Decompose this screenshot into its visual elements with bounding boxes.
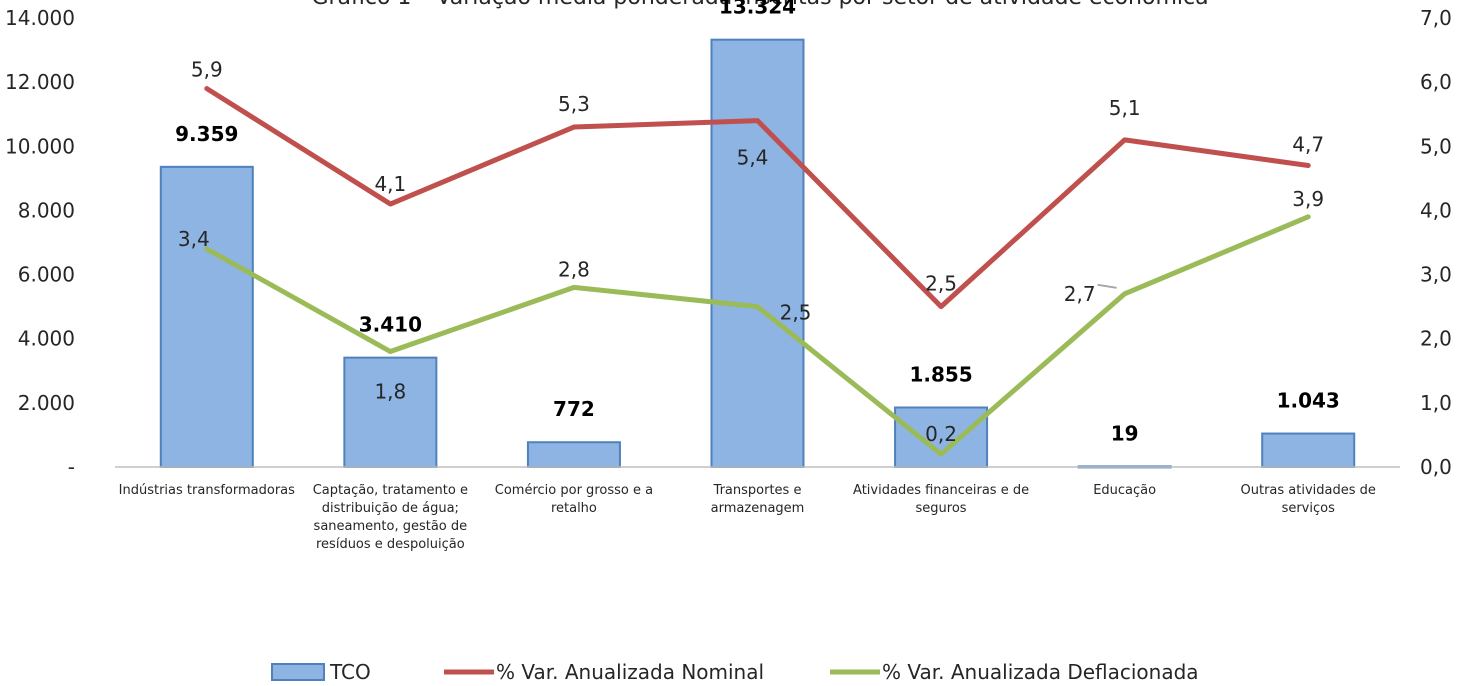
line-series <box>204 86 1311 457</box>
category-label-line: Educação <box>1093 483 1156 498</box>
legend-label-tco: TCO <box>329 660 371 684</box>
category-label-line: Atividades financeiras e de <box>853 483 1029 498</box>
right-tick-label: 5,0 <box>1420 134 1452 158</box>
deflated-point-label: 2,8 <box>558 257 590 281</box>
category-label-line: Captação, tratamento e <box>313 483 468 498</box>
tco-bar-label: 1.043 <box>1277 389 1340 413</box>
tco-bar-label: 9.359 <box>175 122 238 146</box>
deflated-point-label: 2,7 <box>1064 282 1096 306</box>
right-tick-label: 2,0 <box>1420 327 1452 351</box>
category-label-line: serviços <box>1282 501 1336 516</box>
nominal-point-label: 5,4 <box>737 146 769 170</box>
right-tick-label: 4,0 <box>1420 198 1452 222</box>
category-label-line: seguros <box>916 501 967 516</box>
data-labels: 9.359 3.410 772 13.324 1.855 19 1.043 5,9 4,1 5,3… <box>175 0 1340 446</box>
category-label-line: Outras atividades de <box>1241 483 1376 498</box>
category-label: Outras atividades de serviços <box>1241 483 1376 516</box>
right-axis: 0,0 1,0 2,0 3,0 4,0 5,0 6,0 7,0 <box>1420 6 1452 479</box>
legend: TCO % Var. Anualizada Nominal % Var. Anual… <box>271 660 1199 684</box>
deflated-point-label: 3,9 <box>1292 187 1324 211</box>
nominal-point-label: 5,3 <box>558 92 590 116</box>
category-label: Educação <box>1093 483 1156 498</box>
category-label: Transportes e armazenagem <box>711 483 805 516</box>
category-labels: Indústrias transformadoras Captação, trat… <box>119 483 1376 552</box>
nominal-point-label: 2,5 <box>925 272 957 296</box>
deflated-line <box>204 214 1311 457</box>
legend-label-deflated: % Var. Anualizada Deflacionada <box>882 660 1199 684</box>
left-axis: - 2.000 4.000 6.000 8.000 10.000 12.000 14.000 <box>5 6 75 479</box>
right-tick-label: 7,0 <box>1420 6 1452 30</box>
deflated-point-label: 2,5 <box>780 301 812 325</box>
left-tick-label: - <box>68 455 75 479</box>
left-tick-label: 12.000 <box>5 70 75 94</box>
left-tick-label: 4.000 <box>18 327 75 351</box>
nominal-point-label: 4,7 <box>1292 133 1324 157</box>
nominal-point-label: 5,9 <box>191 58 223 82</box>
label-leader-line <box>1097 283 1117 289</box>
category-label-line: saneamento, gestão de <box>314 519 468 534</box>
deflated-point-label: 1,8 <box>374 380 406 404</box>
category-label-line: Comércio por grosso e a <box>495 483 653 498</box>
tco-bar <box>710 38 805 468</box>
tco-bar-label: 3.410 <box>359 313 422 337</box>
category-label: Atividades financeiras e de seguros <box>853 483 1029 516</box>
nominal-point-label: 5,1 <box>1109 96 1141 120</box>
right-tick-label: 1,0 <box>1420 391 1452 415</box>
right-tick-label: 6,0 <box>1420 70 1452 94</box>
nominal-line <box>204 86 1311 310</box>
right-tick-label: 3,0 <box>1420 263 1452 287</box>
left-tick-label: 10.000 <box>5 134 75 158</box>
left-tick-label: 14.000 <box>5 6 75 30</box>
deflated-point-label: 0,2 <box>925 422 957 446</box>
left-tick-label: 2.000 <box>18 391 75 415</box>
left-tick-label: 8.000 <box>18 198 75 222</box>
tco-bar-label: 772 <box>553 397 595 421</box>
category-label: Captação, tratamento e distribuição de ág… <box>313 483 468 552</box>
chart-title: Gráfico 1 – Variação média ponderada ins… <box>311 0 1208 10</box>
tco-bar <box>343 356 438 468</box>
tco-bar <box>1261 432 1356 468</box>
category-label: Indústrias transformadoras <box>119 483 295 498</box>
nominal-point-label: 4,1 <box>374 172 406 196</box>
left-tick-label: 6.000 <box>18 263 75 287</box>
category-label-line: resíduos e despoluição <box>316 537 465 552</box>
category-label-line: Indústrias transformadoras <box>119 483 295 498</box>
deflated-point-label: 3,4 <box>178 227 210 251</box>
tco-bar-label: 13.324 <box>719 0 796 19</box>
category-label-line: distribuição de água; <box>322 501 459 516</box>
legend-swatch-tco <box>271 663 325 681</box>
right-tick-label: 0,0 <box>1420 455 1452 479</box>
category-label-line: Transportes e <box>713 483 802 498</box>
category-label-line: retalho <box>551 501 597 516</box>
tco-bars <box>159 38 1356 469</box>
tco-bar-label: 19 <box>1111 421 1139 445</box>
legend-label-nominal: % Var. Anualizada Nominal <box>496 660 764 684</box>
tco-bar <box>526 441 621 468</box>
category-label: Comércio por grosso e a retalho <box>495 483 653 516</box>
tco-bar-label: 1.855 <box>909 363 972 387</box>
category-label-line: armazenagem <box>711 501 805 516</box>
tco-bar <box>159 165 254 468</box>
